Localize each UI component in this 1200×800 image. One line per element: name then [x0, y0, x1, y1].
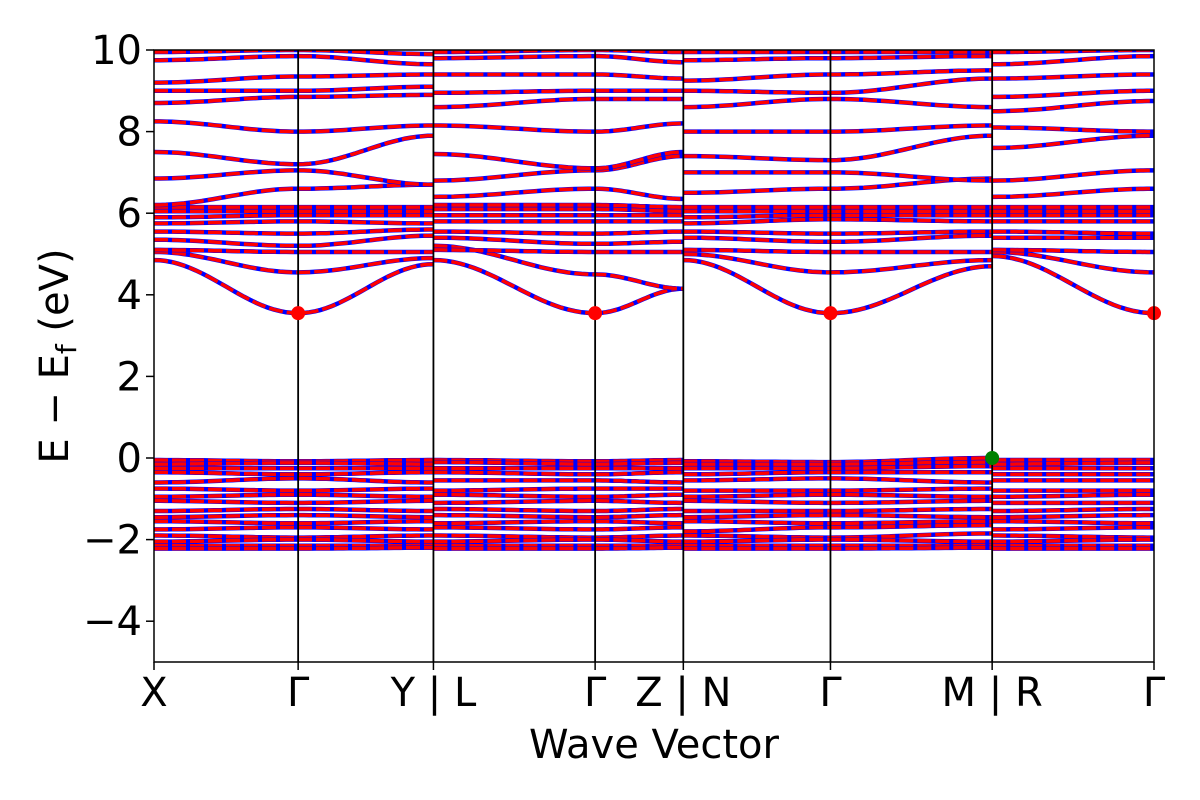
valence-band-spin-up — [154, 460, 1154, 466]
valence-band-spin-up — [154, 537, 1154, 544]
high-symmetry-lines — [297, 50, 994, 662]
conduction-band-spin-up — [154, 76, 1154, 99]
valence-band-spin-up — [154, 546, 1154, 551]
x-tick-label: Γ — [584, 670, 607, 716]
x-axis-title: Wave Vector — [529, 722, 780, 768]
cbm-marker — [291, 306, 306, 321]
plot-frame — [153, 49, 1155, 663]
cbm-marker — [588, 306, 603, 321]
y-axis-title-sub: f — [50, 343, 83, 354]
y-tick-label: 0 — [117, 436, 142, 482]
y-axis-title-main: E − E — [32, 354, 78, 464]
conduction-band-spin-up — [154, 154, 1154, 187]
y-tick-label: 2 — [117, 354, 142, 400]
valence-band-spin-up — [154, 470, 1154, 477]
x-tick-label: M | R — [942, 670, 1043, 716]
valence-band-spin-up — [154, 464, 1154, 470]
extrema-markers — [291, 306, 1161, 465]
y-tick-label: −4 — [83, 599, 142, 645]
valence-band-spin-up — [154, 523, 1154, 534]
y-tick-label: 10 — [91, 28, 142, 74]
valence-band-spin-up — [154, 486, 1154, 493]
x-tick-label: Y | L — [390, 670, 477, 716]
conduction-band-spin-up — [154, 217, 1154, 226]
bands-layer — [154, 50, 1154, 551]
vbm-marker — [985, 451, 1000, 465]
y-axis-title-unit: (eV) — [32, 248, 78, 344]
y-tick-label: 4 — [117, 273, 142, 319]
y-tick-label: 6 — [117, 191, 142, 237]
x-tick-label: Γ — [819, 670, 842, 716]
conduction-band-spin-up — [154, 133, 1154, 171]
x-tick-label: X — [140, 670, 167, 716]
y-axis-title: E − Ef (eV) — [32, 248, 83, 463]
conduction-band-spin-up — [154, 119, 1154, 134]
cbm-marker — [823, 306, 838, 321]
y-tick-label: −2 — [83, 518, 142, 564]
x-axis-ticks: X Γ Y | L Γ Z | N Γ M | R Γ — [140, 662, 1166, 716]
x-tick-label: Γ — [1143, 670, 1166, 716]
y-axis-ticks: −4 −2 0 2 4 6 8 10 — [83, 28, 154, 645]
conduction-band-spin-up — [154, 54, 1154, 67]
x-tick-label: Z | N — [635, 670, 731, 716]
conduction-band-spin-down — [154, 76, 1154, 100]
y-tick-label: 8 — [117, 110, 142, 156]
valence-band-spin-up — [154, 507, 1154, 513]
x-tick-label: Γ — [287, 670, 310, 716]
